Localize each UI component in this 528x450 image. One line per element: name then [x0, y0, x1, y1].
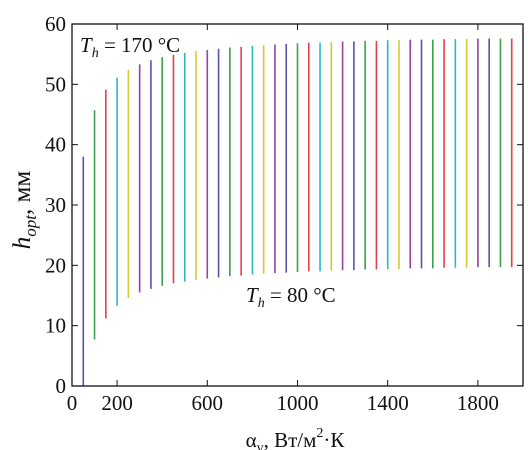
annotation-upper: Th = 170 °C [80, 33, 180, 61]
y-tick-label: 50 [45, 72, 66, 96]
x-axis-label: αy, Вт/м2·К [246, 426, 346, 450]
y-axis-label: hopt, мм [9, 171, 40, 250]
y-tick-label: 20 [45, 253, 66, 277]
x-tick-label: 600 [192, 391, 224, 415]
x-tick-label: 200 [101, 391, 133, 415]
y-tick-label: 40 [45, 133, 66, 157]
range-bars [82, 38, 513, 386]
x-tick-label: 1400 [367, 391, 409, 415]
x-tick-label: 1800 [457, 391, 499, 415]
x-tick-label: 0 [67, 391, 78, 415]
y-axis-ticks: 0 10 20 30 40 50 60 [45, 12, 523, 398]
x-tick-label: 1000 [277, 391, 319, 415]
y-tick-label: 60 [45, 12, 66, 36]
y-tick-label: 0 [56, 374, 67, 398]
annotation-lower: Th = 80 °C [246, 283, 336, 311]
x-axis-ticks: 0 200 600 1000 1400 1800 [67, 24, 499, 415]
y-tick-label: 10 [45, 314, 66, 338]
y-tick-label: 30 [45, 193, 66, 217]
